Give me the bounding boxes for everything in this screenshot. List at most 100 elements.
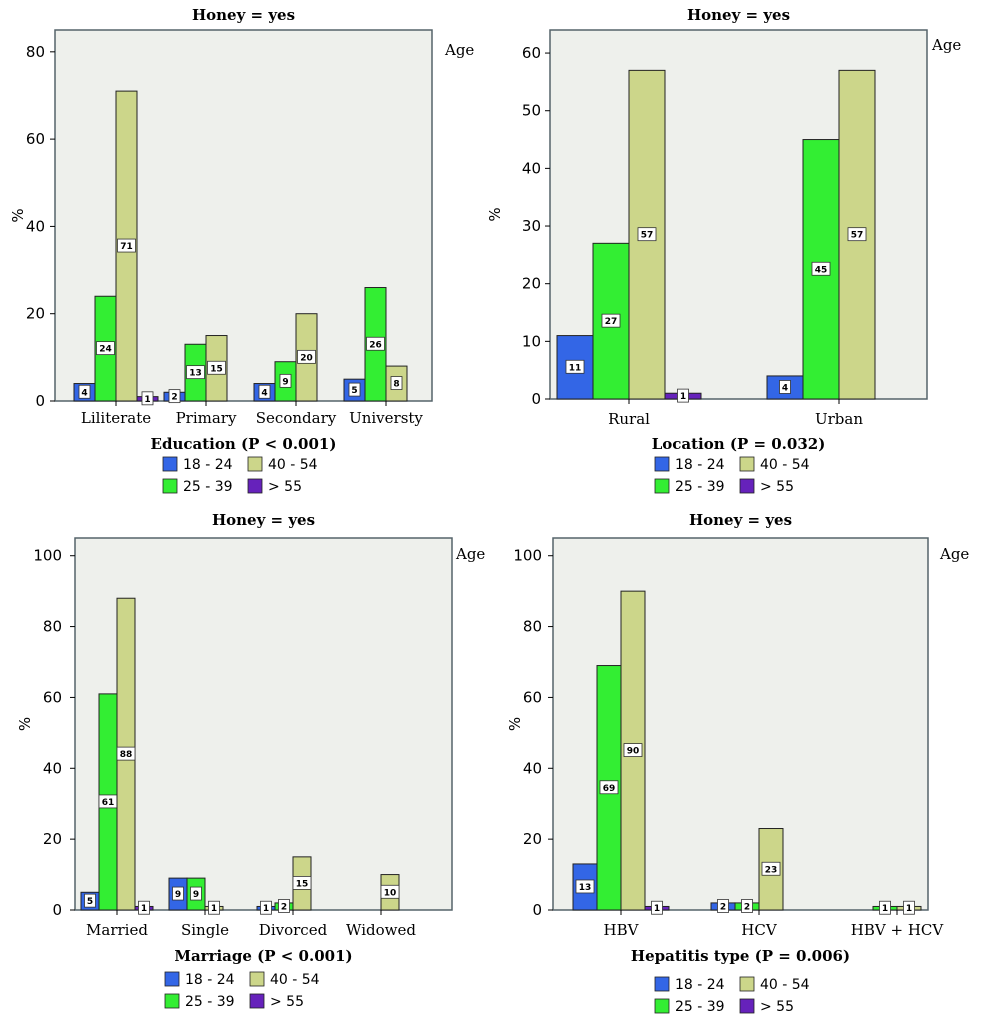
- category-label: Divorced: [259, 921, 328, 939]
- data-label-box: [190, 886, 202, 901]
- y-tick-label: 60: [26, 130, 45, 148]
- data-label-box: [779, 380, 791, 394]
- legend-swatch: [164, 971, 180, 987]
- legend-title: Age: [939, 545, 969, 563]
- data-label-box: [847, 227, 867, 242]
- category-label: Rural: [608, 410, 650, 428]
- data-label: 24: [99, 345, 112, 355]
- data-label: 57: [851, 231, 864, 241]
- legend-label: 25 - 39: [183, 479, 233, 495]
- legend-title: Age: [931, 36, 961, 54]
- data-label: 4: [261, 388, 267, 398]
- chart-location-svg: Honey = yes 0 10 20 30 40 50 60% 11 27 57 1 Rural 4 45…: [486, 6, 961, 495]
- category-label: Widowed: [346, 921, 416, 939]
- data-label: 1: [654, 904, 660, 914]
- legend-swatch: [162, 478, 178, 494]
- category-label: Secondary: [256, 409, 337, 427]
- data-label-box: [599, 780, 619, 795]
- y-tick-label: 40: [522, 159, 541, 177]
- data-label: 11: [569, 363, 582, 373]
- chart-hepatitis: Honey = yes 0 20 40 60 80 100% 13 69 90 1 HBV 2 2 23 HC…: [500, 505, 1000, 1025]
- data-label-box: [879, 900, 891, 915]
- y-axis-label: %: [486, 207, 504, 221]
- data-label: 57: [641, 231, 654, 241]
- data-label: 23: [765, 865, 778, 875]
- legend-label: 18 - 24: [183, 457, 233, 473]
- legend-label: 40 - 54: [760, 977, 810, 993]
- data-label: 13: [579, 883, 592, 893]
- chart-hepatitis-svg: Honey = yes 0 20 40 60 80 100% 13 69 90 1 HBV 2 2 23 HC…: [506, 511, 969, 1015]
- data-label-box: [172, 886, 184, 901]
- data-label: 26: [369, 340, 382, 350]
- legend-swatch: [739, 976, 755, 992]
- data-label: 1: [144, 395, 150, 405]
- data-label: 45: [815, 265, 828, 275]
- data-label: 9: [282, 377, 288, 387]
- legend-label: 40 - 54: [760, 457, 810, 473]
- x-axis-label: Education (P < 0.001): [151, 435, 337, 453]
- y-tick-label: 20: [523, 830, 542, 848]
- data-label-box: [741, 899, 753, 913]
- data-label-box: [138, 900, 150, 915]
- legend-swatch: [654, 478, 670, 494]
- chart-marriage: Honey = yes 0 20 40 60 80 100% 5 61 88 1 Married 9 9 1…: [0, 505, 500, 1025]
- data-label: 88: [120, 750, 133, 760]
- y-tick-label: 20: [522, 275, 541, 293]
- data-label-box: [903, 900, 915, 915]
- data-label-box: [677, 388, 689, 403]
- y-tick-label: 60: [43, 688, 62, 706]
- data-label-box: [366, 336, 385, 351]
- category-label: Married: [86, 921, 148, 939]
- data-label-box: [141, 391, 154, 406]
- legend-label: 25 - 39: [185, 994, 235, 1010]
- category-label: HCV: [741, 921, 778, 939]
- data-label-box: [258, 384, 271, 399]
- legend-label: 18 - 24: [675, 977, 725, 993]
- y-tick-label: 20: [26, 305, 45, 323]
- plot-area: [74, 537, 453, 911]
- y-tick-label: 0: [531, 390, 541, 408]
- legend-swatch: [247, 478, 263, 494]
- data-label: 1: [263, 904, 269, 914]
- y-tick-label: 60: [523, 688, 542, 706]
- data-label: 1: [680, 392, 686, 402]
- legend-label: 25 - 39: [675, 999, 725, 1015]
- data-label: 71: [120, 242, 133, 252]
- legend-label: > 55: [760, 999, 794, 1015]
- legend-title: Age: [455, 545, 485, 563]
- data-label: 90: [627, 747, 640, 757]
- chart-marriage-svg: Honey = yes 0 20 40 60 80 100% 5 61 88 1 Married 9 9 1…: [16, 511, 485, 1010]
- data-label-box: [575, 879, 595, 894]
- y-tick-label: 100: [33, 547, 62, 565]
- chart-title: Honey = yes: [687, 6, 790, 24]
- legend-label: > 55: [270, 994, 304, 1010]
- legend-title: Age: [444, 41, 474, 59]
- y-tick-label: 0: [52, 901, 62, 919]
- legend-swatch: [654, 456, 670, 472]
- y-tick-label: 60: [522, 44, 541, 62]
- x-axis-label: Hepatitis type (P = 0.006): [631, 947, 850, 965]
- data-label: 13: [189, 369, 202, 379]
- data-label-box: [208, 900, 220, 915]
- y-axis-label: %: [506, 717, 524, 731]
- y-tick-label: 0: [532, 901, 542, 919]
- y-axis-label: %: [9, 208, 27, 222]
- data-label: 1: [906, 904, 912, 914]
- data-label: 2: [720, 902, 726, 912]
- data-label: 9: [193, 890, 199, 900]
- data-label: 2: [171, 393, 177, 403]
- y-tick-label: 80: [26, 43, 45, 61]
- chart-education-svg: Honey = yes 0 20 40 60 80% 4 24 71 1 Liliterate 2 13…: [9, 6, 474, 495]
- y-tick-label: 30: [522, 217, 541, 235]
- y-tick-label: 40: [26, 217, 45, 235]
- legend-swatch: [739, 998, 755, 1014]
- legend-label: 40 - 54: [268, 457, 318, 473]
- data-label: 1: [141, 904, 147, 914]
- data-label-box: [390, 376, 403, 390]
- chart-title: Honey = yes: [689, 511, 792, 529]
- legend-swatch: [654, 998, 670, 1014]
- data-label: 4: [81, 388, 87, 398]
- y-tick-label: 80: [523, 618, 542, 636]
- legend-swatch: [739, 456, 755, 472]
- category-label: Single: [181, 921, 229, 939]
